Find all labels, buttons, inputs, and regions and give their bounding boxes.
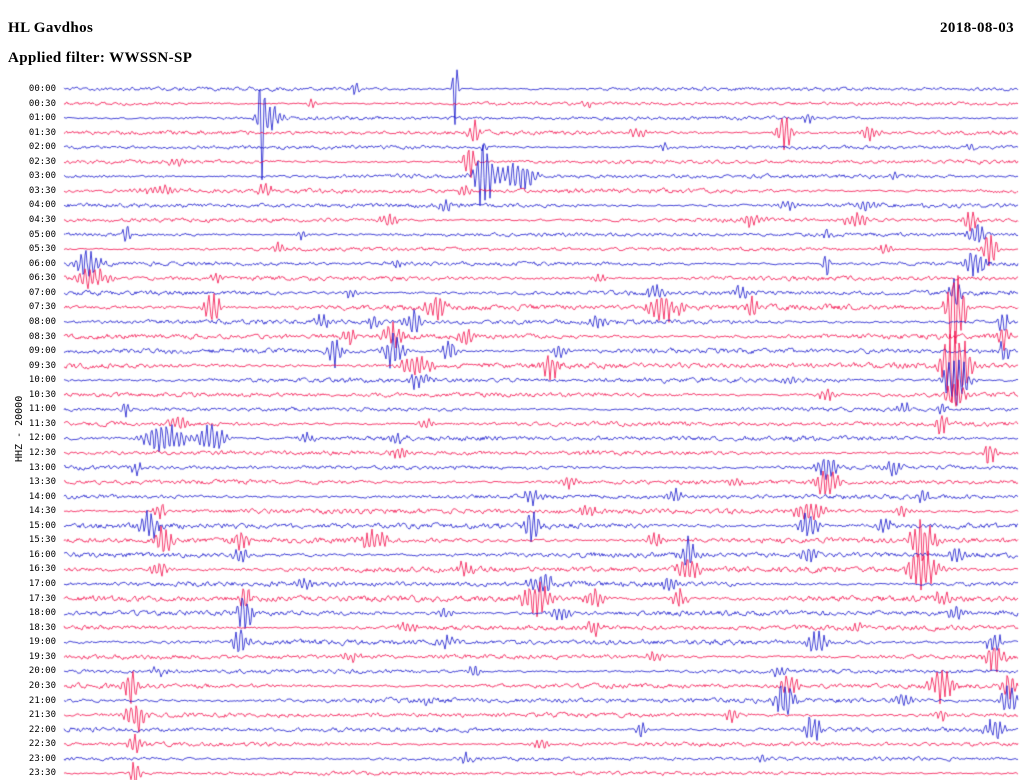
time-label: 11:00 xyxy=(28,404,56,415)
time-label: 19:30 xyxy=(28,651,56,662)
time-label: 06:30 xyxy=(28,273,56,284)
time-label: 15:30 xyxy=(28,535,56,546)
date-label: 2018-08-03 xyxy=(940,20,1014,36)
time-label: 05:30 xyxy=(28,244,56,255)
time-label: 13:00 xyxy=(28,462,56,473)
time-label: 14:00 xyxy=(28,491,56,502)
time-label: 03:00 xyxy=(28,171,56,182)
time-label: 10:00 xyxy=(28,375,56,386)
time-label: 12:30 xyxy=(28,448,56,458)
time-label: 13:30 xyxy=(28,477,56,488)
time-label: 08:30 xyxy=(28,331,56,342)
time-label: 08:00 xyxy=(28,316,56,327)
time-label: 02:00 xyxy=(28,142,56,153)
time-label: 18:30 xyxy=(28,622,56,633)
station-name: HL Gavdhos xyxy=(8,20,94,36)
time-label: 10:30 xyxy=(28,389,56,400)
time-label: 01:00 xyxy=(28,113,56,124)
time-label: 03:30 xyxy=(28,185,56,196)
time-label: 01:30 xyxy=(28,127,56,138)
time-label: 00:30 xyxy=(28,98,56,109)
time-label: 14:30 xyxy=(28,506,56,517)
time-label: 19:00 xyxy=(28,637,56,648)
time-label: 07:30 xyxy=(28,302,56,313)
time-label: 20:00 xyxy=(28,666,56,677)
time-label: 06:00 xyxy=(28,258,56,269)
time-label: 02:30 xyxy=(28,156,56,167)
time-label: 09:00 xyxy=(28,346,56,357)
time-label: 00:00 xyxy=(28,84,56,94)
time-label: 17:30 xyxy=(28,593,56,604)
time-label: 21:30 xyxy=(28,710,56,721)
time-label: 05:00 xyxy=(28,229,56,240)
time-label: 23:30 xyxy=(28,768,56,779)
time-label: 20:30 xyxy=(28,680,56,691)
time-label: 09:30 xyxy=(28,360,56,371)
time-label: 04:00 xyxy=(28,200,56,211)
filter-label: Applied filter: WWSSN-SP xyxy=(8,50,193,66)
time-label: 22:00 xyxy=(28,724,56,735)
time-label: 04:30 xyxy=(28,215,56,226)
time-label: 22:30 xyxy=(28,739,56,750)
time-label: 12:00 xyxy=(28,433,56,444)
time-label: 17:00 xyxy=(28,579,56,590)
time-label: 15:00 xyxy=(28,520,56,531)
time-label: 16:00 xyxy=(28,549,56,560)
time-label: 23:00 xyxy=(28,753,56,764)
time-label: 21:00 xyxy=(28,695,56,706)
time-label: 11:30 xyxy=(28,418,56,429)
time-label: 18:00 xyxy=(28,608,56,619)
time-label: 07:00 xyxy=(28,287,56,298)
time-label: 16:30 xyxy=(28,564,56,575)
